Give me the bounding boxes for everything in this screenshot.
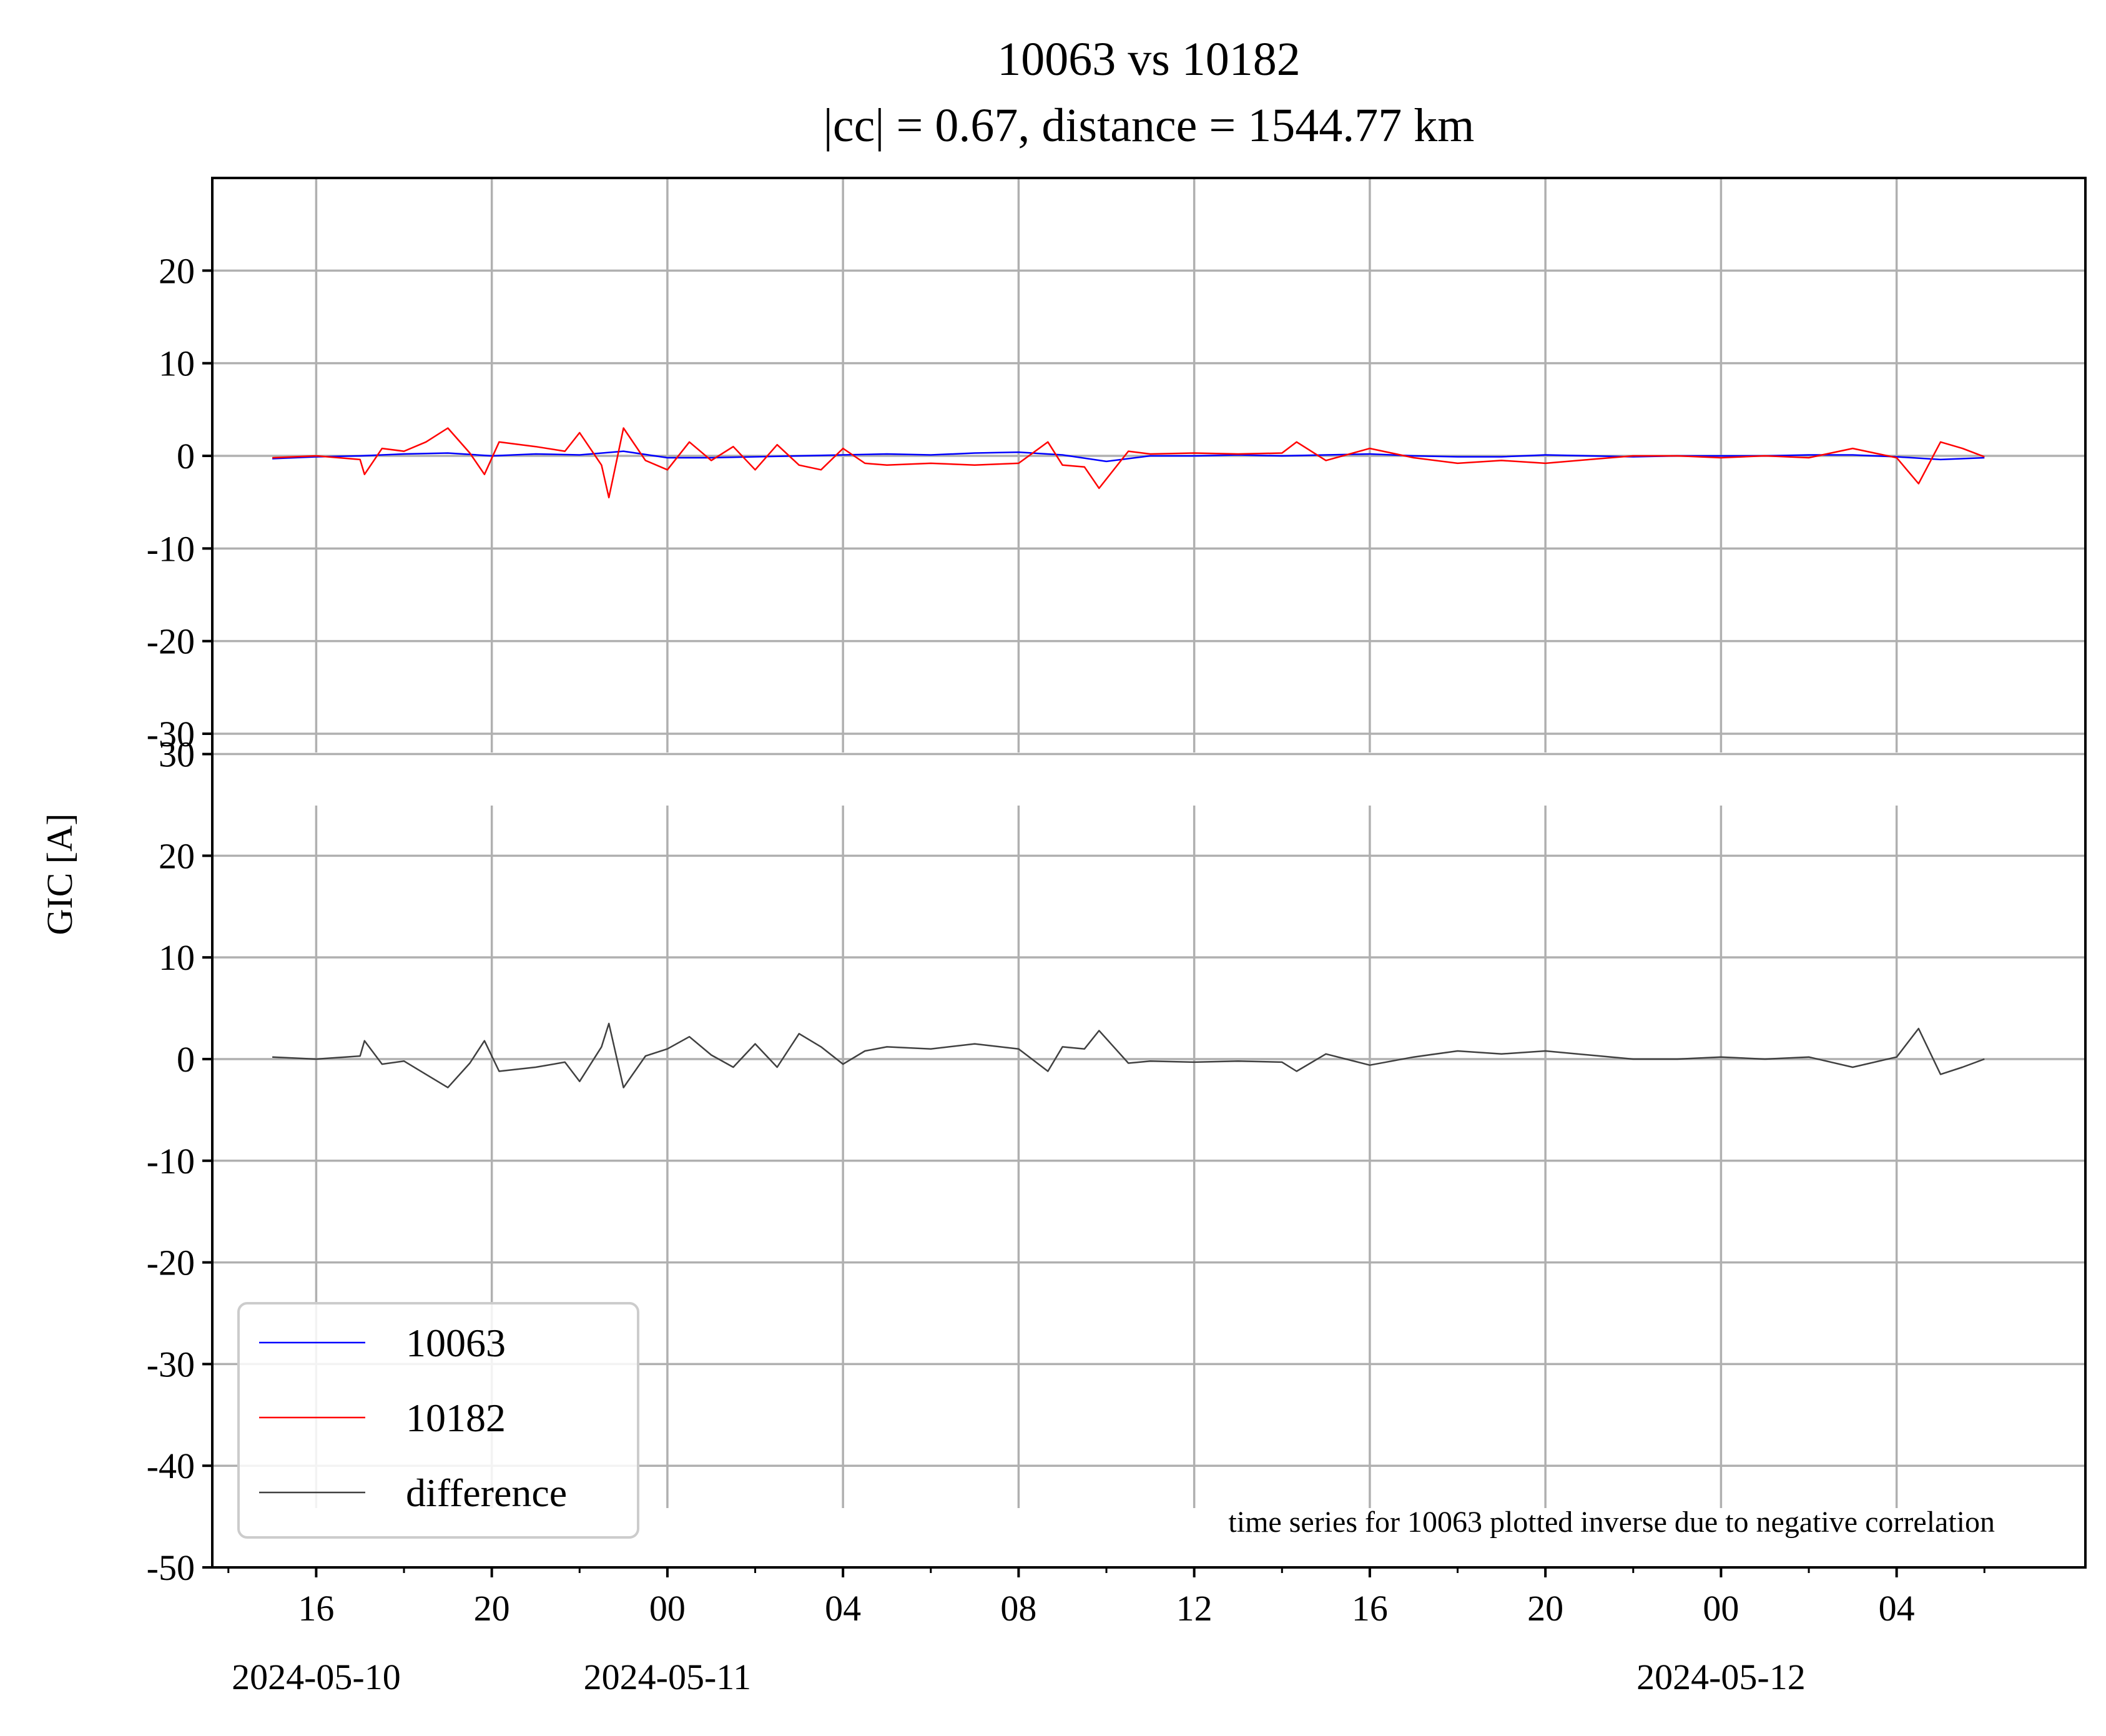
bottom-series xyxy=(272,1022,1985,1088)
x-tick-label: 00 xyxy=(1703,1588,1739,1629)
bottom-y-tick-label: 30 xyxy=(159,734,195,775)
top-y-ticks: 20 10 0 -10 -20 -30 xyxy=(147,250,212,754)
series-line-difference xyxy=(272,1022,1985,1088)
bottom-y-tick-label: -40 xyxy=(147,1446,195,1486)
bottom-y-tick-label: -20 xyxy=(147,1243,195,1283)
bottom-panel: 30 20 10 0 -10 -20 -30 -40 -50 16 2024-05-10 20 00 2… xyxy=(147,734,2085,1697)
legend-label-10063: 10063 xyxy=(406,1321,506,1365)
y-axis-label: GIC [A] xyxy=(39,814,80,935)
bottom-y-tick-label: 0 xyxy=(177,1039,195,1080)
x-tick-date-label: 2024-05-10 xyxy=(232,1657,401,1697)
x-tick-label: 00 xyxy=(649,1588,686,1629)
top-y-tick-label: -10 xyxy=(147,528,195,569)
x-tick-date-label: 2024-05-11 xyxy=(584,1657,751,1697)
bottom-y-tick-label: -30 xyxy=(147,1344,195,1384)
top-y-tick-label: -20 xyxy=(147,621,195,662)
x-tick-label: 04 xyxy=(825,1588,861,1629)
x-tick-label: 20 xyxy=(1527,1588,1563,1629)
chart-subtitle: |cc| = 0.67, distance = 1544.77 km xyxy=(824,99,1475,152)
top-y-tick-label: 0 xyxy=(177,436,195,476)
x-tick-date-label: 2024-05-12 xyxy=(1636,1657,1806,1697)
x-tick-label: 04 xyxy=(1879,1588,1915,1629)
x-tick-label: 16 xyxy=(1352,1588,1388,1629)
chart-annotation: time series for 10063 plotted inverse du… xyxy=(1228,1506,1995,1539)
x-tick-label: 12 xyxy=(1176,1588,1213,1629)
legend-box xyxy=(237,1302,639,1539)
legend-label-difference: difference xyxy=(406,1471,567,1515)
bottom-y-tick-label: 10 xyxy=(159,937,195,978)
x-tick-label: 16 xyxy=(298,1588,334,1629)
legend: 10063 10182 difference xyxy=(237,1302,639,1539)
x-tick-label: 08 xyxy=(1000,1588,1036,1629)
legend-label-10182: 10182 xyxy=(406,1396,506,1440)
top-y-tick-label: 10 xyxy=(159,343,195,384)
x-ticks: 16 2024-05-10 20 00 2024-05-11 04 08 12 16 20 00 20… xyxy=(227,1567,1985,1697)
series-line-10063 xyxy=(272,450,1985,463)
top-series xyxy=(272,427,1985,499)
bottom-y-tick-label: 20 xyxy=(159,836,195,876)
bottom-y-tick-label: -50 xyxy=(147,1547,195,1588)
top-y-tick-label: 20 xyxy=(159,250,195,291)
plot-frame xyxy=(211,177,2087,1569)
series-line-10182 xyxy=(272,427,1985,499)
x-tick-label: 20 xyxy=(474,1588,510,1629)
chart-title: 10063 vs 10182 xyxy=(997,33,1301,86)
bottom-y-ticks: 30 20 10 0 -10 -20 -30 -40 -50 xyxy=(147,734,212,1588)
top-y-tick-label: -30 xyxy=(147,714,195,754)
top-panel: 20 10 0 -10 -20 -30 xyxy=(147,178,2085,754)
bottom-y-tick-label: -10 xyxy=(147,1141,195,1181)
